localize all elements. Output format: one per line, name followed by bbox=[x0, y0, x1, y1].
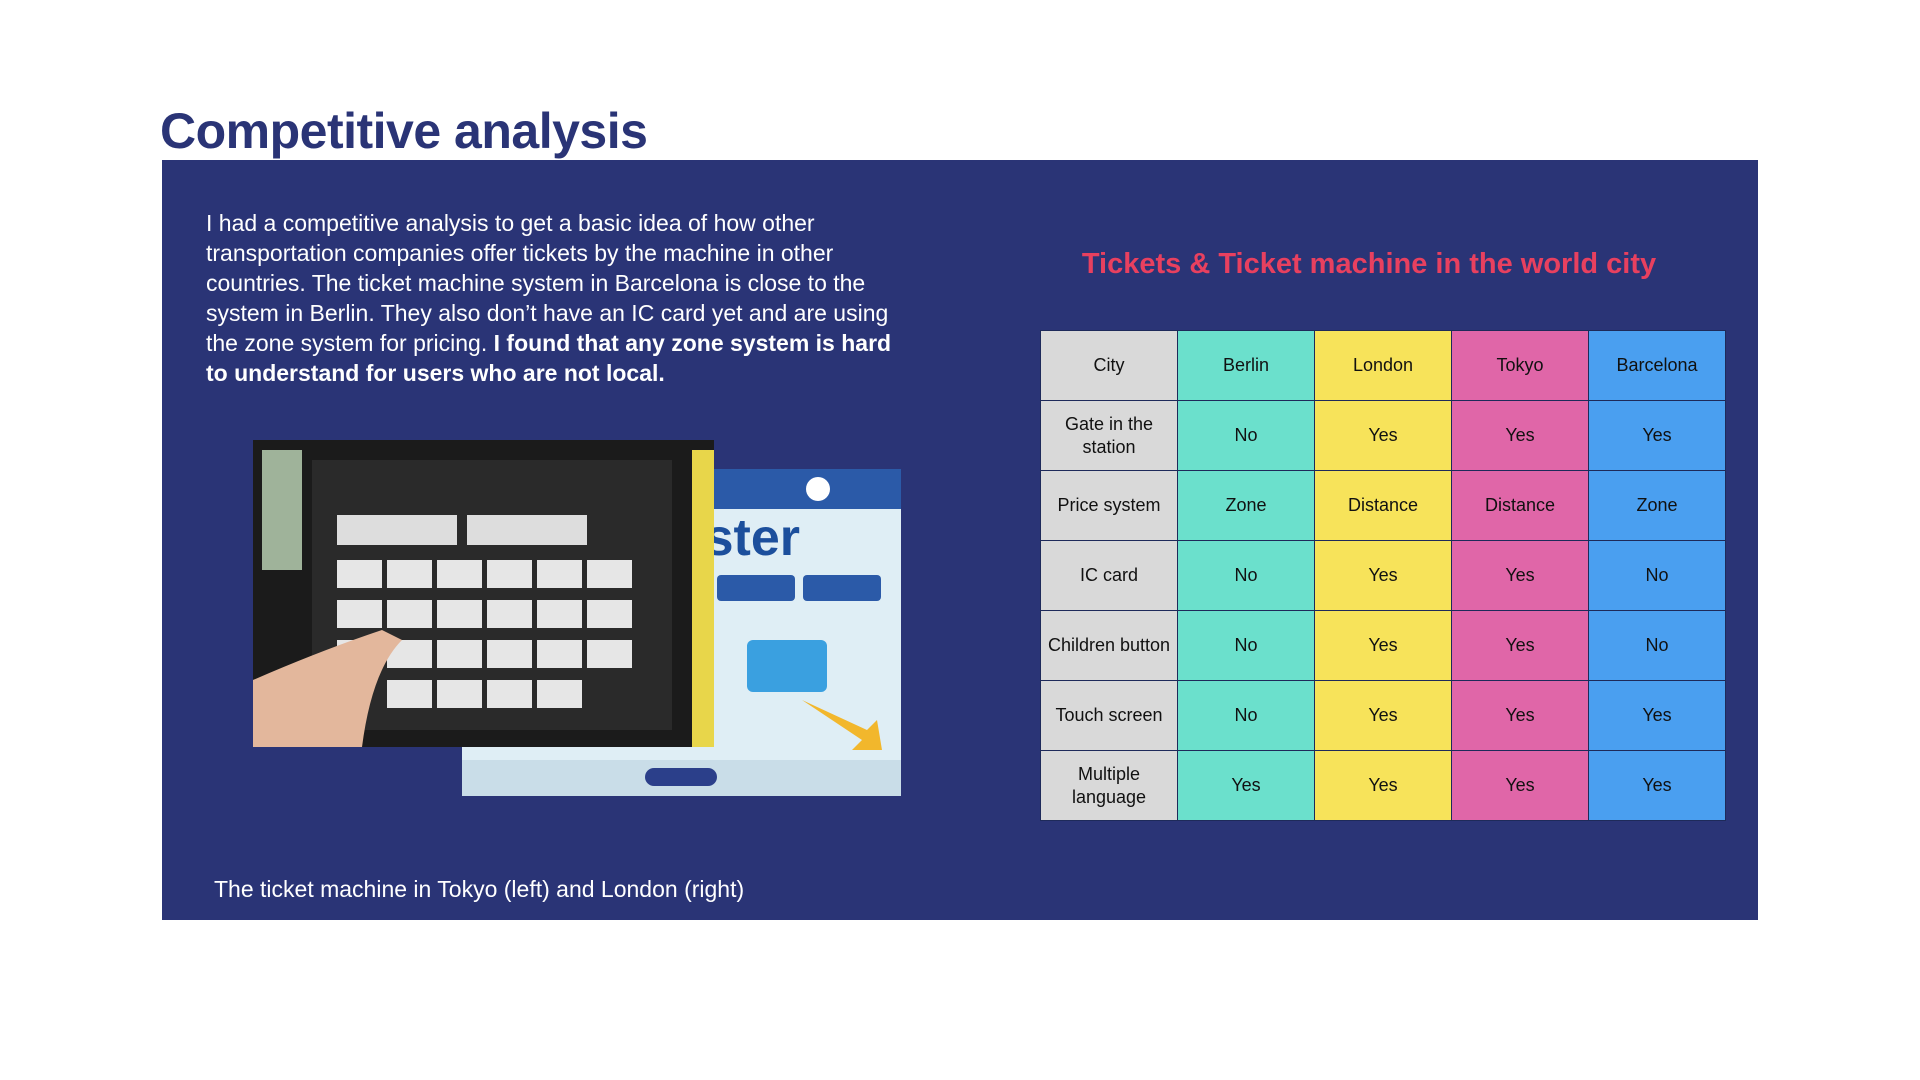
table-cell: Tokyo bbox=[1451, 330, 1589, 401]
table-cell: Yes bbox=[1314, 400, 1452, 471]
intro-plain: I had a competitive analysis to get a ba… bbox=[206, 210, 889, 356]
table-row: Multiple language Yes Yes Yes Yes bbox=[1040, 750, 1726, 821]
intro-bold: I found that any zone system is hard to … bbox=[206, 330, 892, 386]
table-cell: Yes bbox=[1451, 610, 1589, 681]
table-cell: Yes bbox=[1451, 680, 1589, 751]
row-label: Multiple language bbox=[1040, 750, 1178, 821]
table-row: IC card No Yes Yes No bbox=[1040, 540, 1726, 611]
table-cell: Yes bbox=[1314, 750, 1452, 821]
table-row: Gate in the station No Yes Yes Yes bbox=[1040, 400, 1726, 471]
table-cell: No bbox=[1177, 610, 1315, 681]
row-label: Children button bbox=[1040, 610, 1178, 681]
table-cell: Zone bbox=[1177, 470, 1315, 541]
table-cell: Distance bbox=[1314, 470, 1452, 541]
row-label: Touch screen bbox=[1040, 680, 1178, 751]
panel: I had a competitive analysis to get a ba… bbox=[162, 160, 1758, 920]
table-cell: Yes bbox=[1314, 680, 1452, 751]
table-cell: Yes bbox=[1588, 400, 1726, 471]
table-row: Touch screen No Yes Yes Yes bbox=[1040, 680, 1726, 751]
table-cell: No bbox=[1177, 540, 1315, 611]
table-cell: Yes bbox=[1588, 750, 1726, 821]
table-cell: No bbox=[1177, 400, 1315, 471]
header-row: City Berlin London Tokyo Barcelona bbox=[1040, 330, 1726, 401]
table-cell: Yes bbox=[1451, 750, 1589, 821]
row-label: Gate in the station bbox=[1040, 400, 1178, 471]
row-label: Price system bbox=[1040, 470, 1178, 541]
page-title: Competitive analysis bbox=[160, 103, 648, 159]
table-cell: No bbox=[1588, 540, 1726, 611]
table-cell: Yes bbox=[1588, 680, 1726, 751]
row-label: City bbox=[1040, 330, 1178, 401]
intro-text: I had a competitive analysis to get a ba… bbox=[206, 208, 916, 388]
tokyo-photo bbox=[253, 440, 714, 747]
table-cell: Yes bbox=[1314, 610, 1452, 681]
table-cell: No bbox=[1588, 610, 1726, 681]
table-cell: Yes bbox=[1451, 400, 1589, 471]
table-title: Tickets & Ticket machine in the world ci… bbox=[1081, 248, 1657, 280]
table-cell: Barcelona bbox=[1588, 330, 1726, 401]
comparison-table: City Berlin London Tokyo Barcelona Gate in th… bbox=[1040, 330, 1726, 821]
table-row: Children button No Yes Yes No bbox=[1040, 610, 1726, 681]
table-cell: London bbox=[1314, 330, 1452, 401]
table-cell: Berlin bbox=[1177, 330, 1315, 401]
photo-caption: The ticket machine in Tokyo (left) and L… bbox=[214, 876, 745, 902]
row-label: IC card bbox=[1040, 540, 1178, 611]
photos: oyster bbox=[253, 440, 901, 796]
table-cell: No bbox=[1177, 680, 1315, 751]
table-row: Price system Zone Distance Distance Zone bbox=[1040, 470, 1726, 541]
table-cell: Yes bbox=[1451, 540, 1589, 611]
table-cell: Zone bbox=[1588, 470, 1726, 541]
table-cell: Yes bbox=[1314, 540, 1452, 611]
table-cell: Yes bbox=[1177, 750, 1315, 821]
table-cell: Distance bbox=[1451, 470, 1589, 541]
